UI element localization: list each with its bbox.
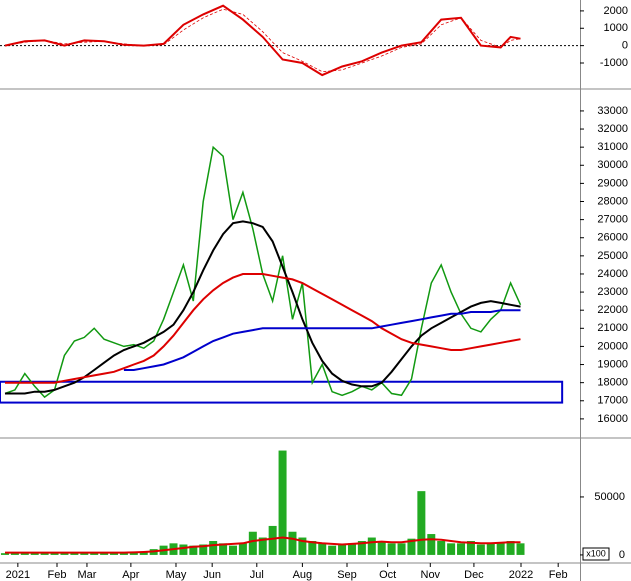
y-tick-label: 33000 <box>597 105 628 117</box>
volume-bar <box>238 543 247 555</box>
y-tick-label: 27000 <box>597 214 628 226</box>
volume-bar <box>80 552 89 555</box>
y-tick-label: 24000 <box>597 268 628 280</box>
volume-bar <box>70 552 79 555</box>
volume-bar <box>219 543 228 555</box>
volume-bar <box>40 553 49 555</box>
volume-bar <box>20 552 29 555</box>
series-line <box>5 220 521 395</box>
volume-bar <box>417 491 426 555</box>
volume-bar <box>308 541 317 555</box>
volume-bar <box>338 544 347 555</box>
volume-bar <box>268 525 277 555</box>
y-tick-label: 0 <box>622 40 628 52</box>
volume-bar <box>50 552 59 555</box>
volume-bar <box>357 541 366 555</box>
volume-bar <box>377 541 386 555</box>
y-tick-label: 31000 <box>597 141 628 153</box>
volume-bar <box>0 553 9 555</box>
y-tick-label: 25000 <box>597 250 628 262</box>
volume-bar <box>139 551 148 555</box>
volume-bar <box>328 545 337 555</box>
y-tick-label: 19000 <box>597 358 628 370</box>
x-tick-label: Mar <box>77 569 96 581</box>
x-tick-label: Nov <box>421 569 441 581</box>
y-tick-label: 1000 <box>604 22 628 34</box>
x-tick-label: May <box>166 569 187 581</box>
volume-bar <box>506 541 515 555</box>
volume-bar <box>367 537 376 555</box>
x-tick-label: Sep <box>337 569 357 581</box>
y-tick-label: 23000 <box>597 286 628 298</box>
x-tick-label: Dec <box>464 569 484 581</box>
support-band <box>0 380 564 404</box>
y-tick-label: 30000 <box>597 159 628 171</box>
y-tick-label: 26000 <box>597 232 628 244</box>
volume-bar <box>228 545 237 555</box>
x-tick-label: Oct <box>379 569 396 581</box>
y-tick-label: 0 <box>619 549 625 561</box>
volume-bar <box>60 552 69 555</box>
volume-bar <box>100 552 109 555</box>
y-tick-label: 17000 <box>597 395 628 407</box>
x-tick-label: Aug <box>293 569 313 581</box>
y-tick-label: 28000 <box>597 195 628 207</box>
series-line <box>4 4 521 77</box>
volume-bar <box>10 553 19 555</box>
x-tick-label: Jul <box>250 569 264 581</box>
x-tick-label: 2022 <box>509 569 533 581</box>
series-line <box>123 309 521 371</box>
volume-bar <box>407 538 416 555</box>
y-tick-label: 22000 <box>597 304 628 316</box>
x-tick-label: 2021 <box>6 569 30 581</box>
volume-bar <box>258 537 267 555</box>
volume-bar <box>119 552 128 555</box>
volume-bar <box>447 543 456 555</box>
series-line <box>4 8 521 73</box>
volume-bar <box>278 450 287 555</box>
volume-bar <box>129 552 138 555</box>
volume-bar <box>387 543 396 555</box>
y-tick-label: 18000 <box>597 377 628 389</box>
volume-bar <box>179 544 188 555</box>
volume-bar <box>199 544 208 555</box>
x-tick-label: Apr <box>122 569 139 581</box>
series-line <box>5 536 521 554</box>
y-tick-label: 21000 <box>597 322 628 334</box>
volume-bar <box>516 543 525 555</box>
y-tick-label: 20000 <box>597 340 628 352</box>
x-tick-label: Jun <box>203 569 221 581</box>
volume-bar <box>466 541 475 555</box>
volume-bar <box>347 543 356 555</box>
y-tick-label: 29000 <box>597 177 628 189</box>
volume-bar <box>457 543 466 555</box>
volume-bar <box>209 541 218 555</box>
unit-box <box>582 547 610 561</box>
volume-bar <box>397 543 406 555</box>
volume-bar <box>486 543 495 555</box>
y-tick-label: 32000 <box>597 123 628 135</box>
volume-bar <box>288 531 297 555</box>
volume-bar <box>318 543 327 555</box>
x-tick-label: Feb <box>549 569 568 581</box>
unit-label: x100 <box>586 548 606 558</box>
volume-bar <box>298 537 307 555</box>
volume-bar <box>189 545 198 555</box>
volume-bar <box>110 552 119 555</box>
y-tick-label: 2000 <box>604 5 628 17</box>
volume-bar <box>427 534 436 555</box>
volume-bar <box>437 541 446 555</box>
x-tick-label: Feb <box>48 569 67 581</box>
series-line <box>5 273 521 384</box>
volume-bar <box>248 531 257 555</box>
y-tick-label: -1000 <box>600 57 628 69</box>
volume-bar <box>30 553 39 555</box>
y-tick-label: 16000 <box>597 413 628 425</box>
volume-bar <box>476 544 485 555</box>
volume-bar <box>90 552 99 555</box>
y-tick-label: 50000 <box>594 491 625 503</box>
volume-bar <box>496 542 505 555</box>
